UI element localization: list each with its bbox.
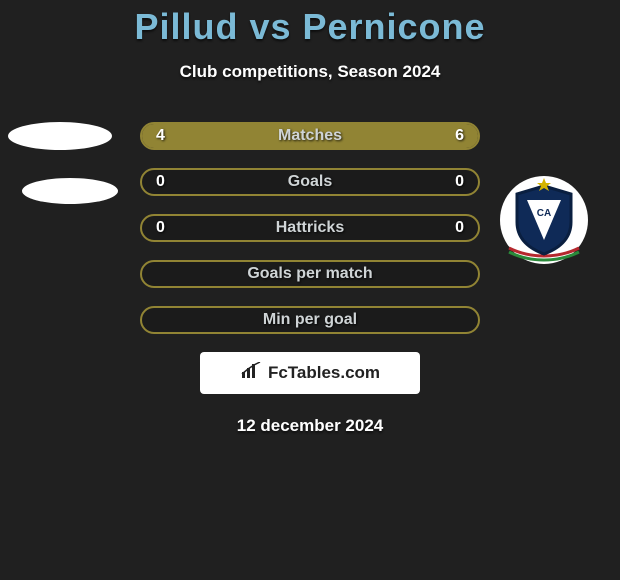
stat-right-value: 0 (455, 216, 464, 240)
date-text: 12 december 2024 (0, 416, 620, 436)
placeholder-ellipse (8, 122, 112, 150)
stat-right-value: 0 (455, 170, 464, 194)
stat-left-value: 4 (156, 124, 165, 148)
team-crest: CA (500, 176, 588, 264)
svg-text:CA: CA (537, 208, 551, 219)
brand-box: FcTables.com (200, 352, 420, 394)
stat-label: Goals per match (142, 262, 478, 286)
stat-row: Min per goal (140, 306, 480, 334)
subtitle: Club competitions, Season 2024 (0, 62, 620, 82)
stat-left-value: 0 (156, 216, 165, 240)
stat-row: 0 0Hattricks (140, 214, 480, 242)
placeholder-ellipse (22, 178, 118, 204)
stat-right-value: 6 (455, 124, 464, 148)
stats-container: 46Matches00Goals00HattricksGoals per mat… (140, 122, 480, 334)
stat-left-value: 0 (156, 170, 165, 194)
stat-fill-right (276, 124, 478, 148)
stat-row: 46Matches (140, 122, 480, 150)
stat-label: Hattricks (142, 216, 478, 240)
brand-text: FcTables.com (268, 363, 380, 383)
stat-row: 0 0Goals (140, 168, 480, 196)
page-title: Pillud vs Pernicone (0, 0, 620, 48)
stat-label: Min per goal (142, 308, 478, 332)
chart-icon (240, 362, 262, 385)
stat-row: Goals per match (140, 260, 480, 288)
stat-label: Goals (142, 170, 478, 194)
